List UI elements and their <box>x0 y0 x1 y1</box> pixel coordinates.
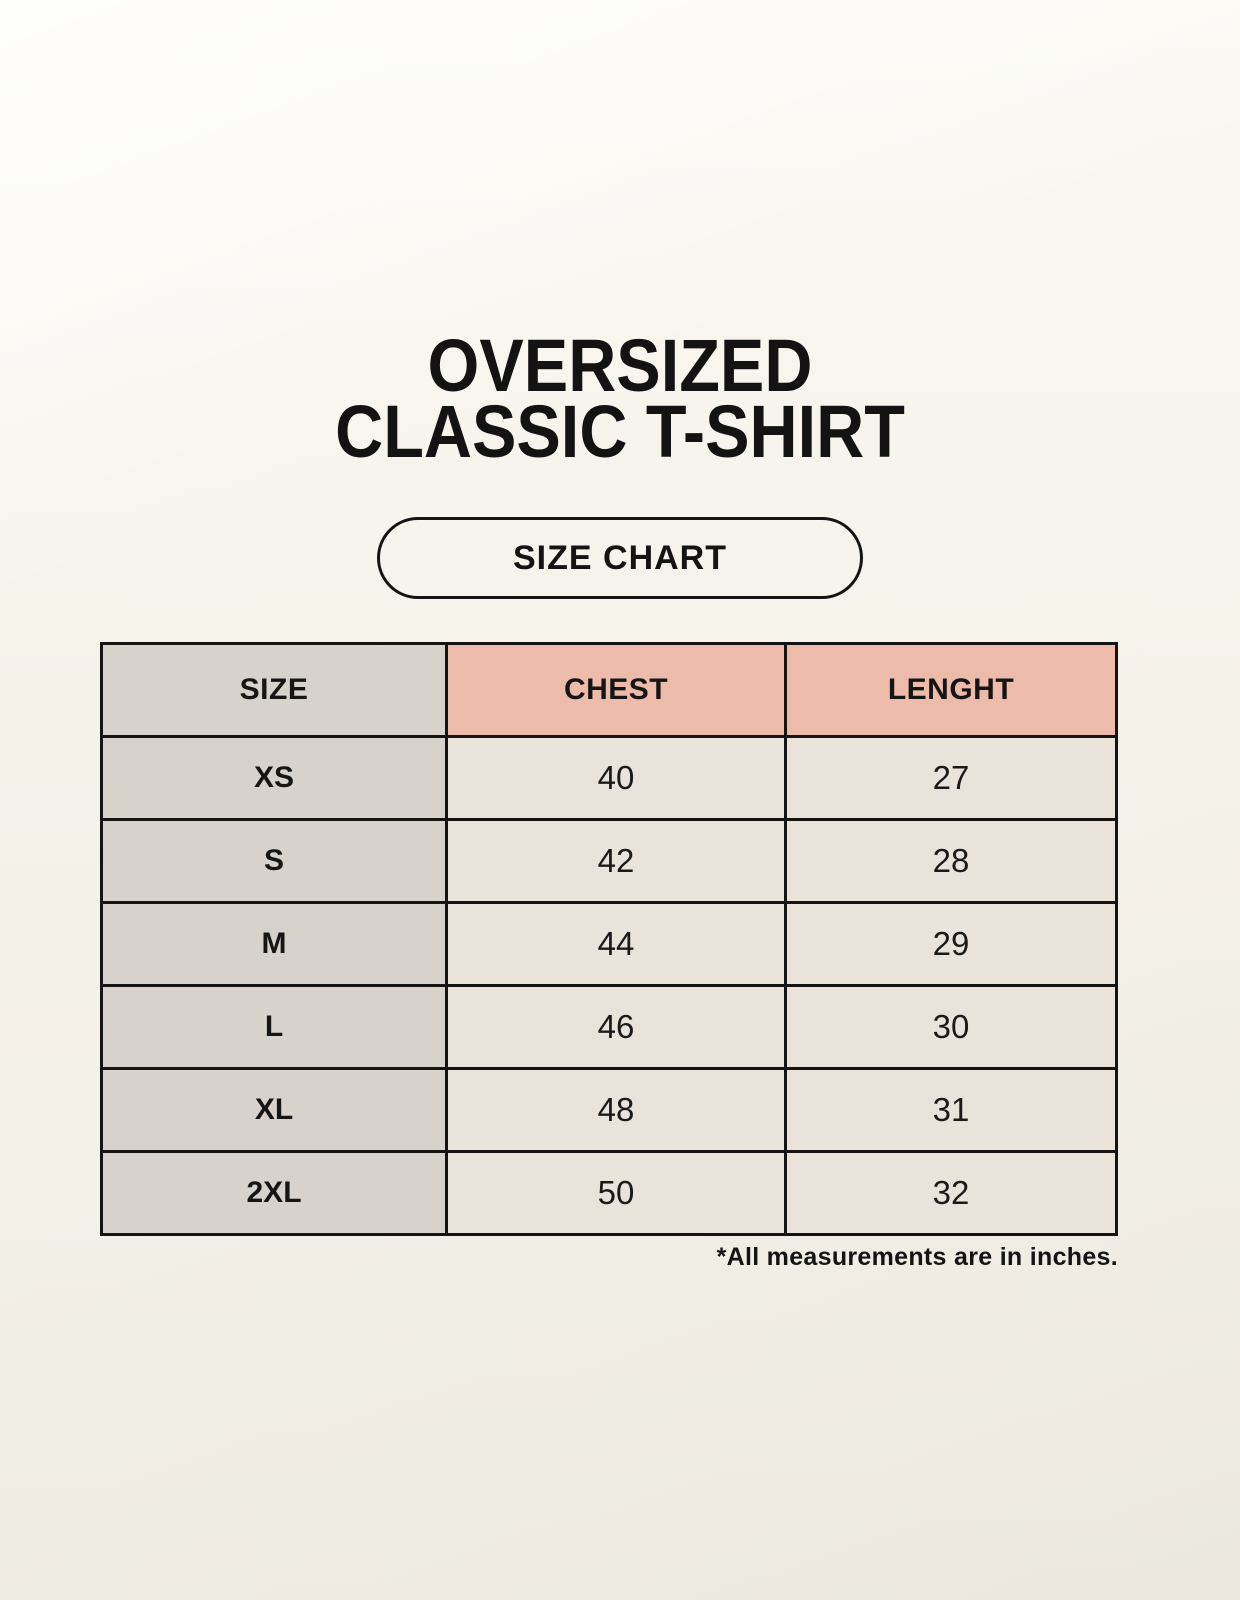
table-row-xl: XL 48 31 <box>99 1067 1118 1153</box>
table-header-row: SIZE CHEST LENGHT <box>99 642 1118 738</box>
chest-value-cell: 50 <box>445 1150 788 1236</box>
table-row-xs: XS 40 27 <box>99 735 1118 821</box>
size-chart-button-label: SIZE CHART <box>513 538 727 577</box>
chest-value-cell: 42 <box>445 818 788 904</box>
chest-value-cell: 48 <box>445 1067 788 1153</box>
column-header-length: LENGHT <box>784 642 1118 738</box>
size-label-cell: L <box>99 984 449 1070</box>
size-label-cell: 2XL <box>99 1150 449 1236</box>
length-value-cell: 31 <box>784 1067 1118 1153</box>
length-value-cell: 27 <box>784 735 1118 821</box>
column-header-size: SIZE <box>99 642 449 738</box>
size-chart-table: SIZE CHEST LENGHT XS 40 27 S 42 28 M 44 … <box>99 642 1118 1236</box>
product-title-line-2: CLASSIC T-SHIRT <box>335 390 905 473</box>
length-value-cell: 28 <box>784 818 1118 904</box>
size-label-cell: XS <box>99 735 449 821</box>
length-value-cell: 32 <box>784 1150 1118 1236</box>
chest-value-cell: 40 <box>445 735 788 821</box>
column-header-chest: CHEST <box>445 642 788 738</box>
size-chart-button[interactable]: SIZE CHART <box>377 517 863 599</box>
table-row-2xl: 2XL 50 32 <box>99 1150 1118 1236</box>
product-title-line-1: OVERSIZED <box>427 324 813 407</box>
chest-value-cell: 46 <box>445 984 788 1070</box>
table-row-l: L 46 30 <box>99 984 1118 1070</box>
length-value-cell: 29 <box>784 901 1118 987</box>
measurements-footnote: *All measurements are in inches. <box>716 1243 1118 1271</box>
product-title: OVERSIZED CLASSIC T-SHIRT <box>62 324 1178 473</box>
size-label-cell: S <box>99 818 449 904</box>
table-row-s: S 42 28 <box>99 818 1118 904</box>
length-value-cell: 30 <box>784 984 1118 1070</box>
chest-value-cell: 44 <box>445 901 788 987</box>
size-label-cell: M <box>99 901 449 987</box>
size-label-cell: XL <box>99 1067 449 1153</box>
table-row-m: M 44 29 <box>99 901 1118 987</box>
